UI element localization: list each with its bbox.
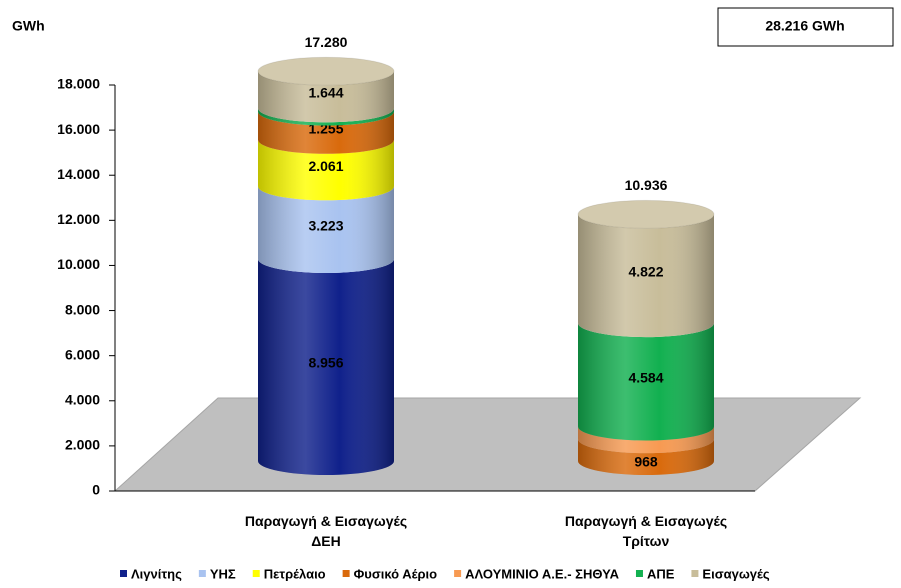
legend-label: ΑΠΕ [647,566,675,581]
bar-cap [578,200,714,229]
legend-label: ΑΛΟΥΜΙΝΙΟ Α.Ε.- ΣΗΘΥΑ [465,566,619,581]
y-tick-label: 18.000 [57,76,100,92]
legend-swatch [454,570,462,577]
data-label: 4.822 [628,263,663,279]
legend-swatch [635,570,643,577]
x-tick-label-line: Παραγωγή & Εισαγωγές [565,513,727,529]
bar-cap [258,57,394,86]
x-tick-label-line: Τρίτων [623,533,670,549]
bar-shade [578,323,714,441]
bar-cap-light [257,56,395,86]
total-label: 17.280 [305,34,348,50]
legend-swatch [342,570,350,577]
annotation-box [717,7,894,47]
bar-shade [258,139,394,201]
data-label: 2.061 [308,158,343,174]
legend-label: Λιγνίτης [131,566,182,581]
total-label: 10.936 [625,177,668,193]
y-tick-label: 6.000 [65,346,100,362]
data-label: 1.644 [308,84,343,100]
legend-swatch [198,570,206,577]
bar-shade [258,71,394,123]
legend-label: ΥΗΣ [210,566,236,581]
data-label: 8.956 [308,355,343,371]
legend-swatch [691,570,699,577]
floor [113,397,862,492]
bar-shade [578,439,714,475]
x-tick-label: Παραγωγή & Εισαγωγές Τρίτων [565,513,727,549]
y-tick-label: 0 [92,482,100,498]
y-tick-label: 2.000 [65,437,100,453]
legend-swatch [252,570,260,577]
data-label: 968 [634,454,658,470]
y-tick-label: 14.000 [57,166,100,182]
legend-label: Φυσικό Αέριο [354,566,438,581]
y-tick-label: 10.000 [57,256,100,272]
y-tick-label: 12.000 [57,211,100,227]
bar-shade [578,426,714,454]
legend-label: Εισαγωγές [702,566,769,581]
y-axis-label: GWh [12,18,45,34]
legend-label: Πετρέλαιο [264,566,326,581]
bar-shade [258,108,394,126]
bar-shade [578,214,714,338]
y-tick-label: 8.000 [65,301,100,317]
data-label: 3.223 [308,217,343,233]
y-tick-label: 4.000 [65,391,100,407]
data-label: 4.584 [628,369,663,385]
bar-shade [258,111,394,154]
y-tick-label: 16.000 [57,121,100,137]
bar-shade [258,258,394,475]
bar-cap-light [577,199,715,229]
bar-shade [258,186,394,273]
annotation: 28.216 GWh [765,18,844,34]
x-tick-label-line: ΔΕΗ [311,533,341,549]
legend-swatch [120,570,127,577]
x-tick-label: Παραγωγή & Εισαγωγές ΔΕΗ [245,513,407,549]
x-tick-label-line: Παραγωγή & Εισαγωγές [245,513,407,529]
